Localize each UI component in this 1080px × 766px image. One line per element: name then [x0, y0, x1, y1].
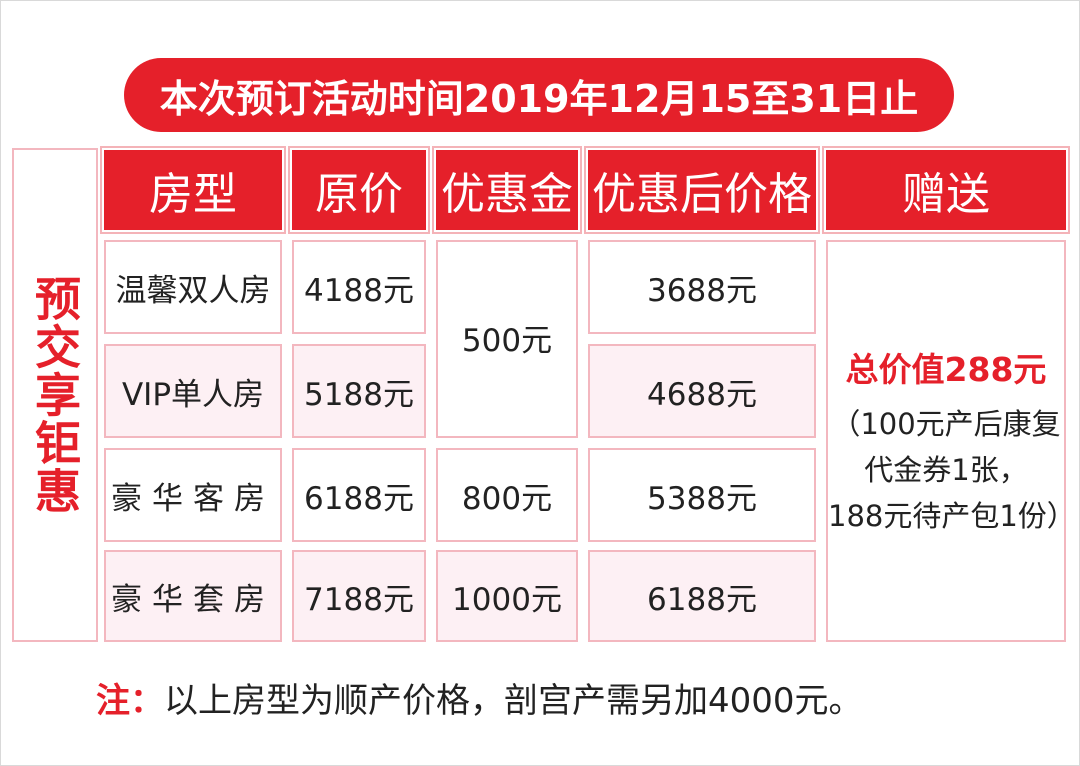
header-original-price: 原价 [288, 146, 430, 234]
promotion-banner: 本次预订活动时间2019年12月15至31日止 [124, 58, 954, 132]
header-final-price: 优惠后价格 [584, 146, 820, 234]
table-row-3-final: 5388元 [588, 448, 816, 542]
header-label: 优惠后价格 [592, 169, 812, 220]
header-label: 房型 [149, 169, 237, 220]
table-row-3-price: 6188元 [292, 448, 426, 542]
table-row-1-room: 温馨双人房 [104, 240, 282, 334]
original-price: 7188元 [304, 581, 414, 618]
gift-line: （100元产后康复 [831, 407, 1061, 441]
final-price: 3688元 [647, 272, 757, 309]
table-row-1-price: 4188元 [292, 240, 426, 334]
gift-title: 总价值288元 [845, 350, 1047, 389]
side-label: 预交享钜惠 [28, 275, 82, 515]
original-price: 6188元 [304, 480, 414, 517]
table-row-4-final: 6188元 [588, 550, 816, 642]
final-price: 5388元 [647, 480, 757, 517]
footnote-text: 以上房型为顺产价格，剖宫产需另加4000元。 [164, 680, 863, 721]
room-name: VIP单人房 [121, 376, 265, 413]
header-label: 原价 [315, 169, 403, 220]
side-label-box: 预交享钜惠 [12, 148, 98, 642]
footnote-prefix: 注： [96, 680, 164, 721]
gift-line: 代金券1张， [864, 453, 1028, 487]
table-row-3-room: 豪华客房 [104, 448, 282, 542]
table-row-2-price: 5188元 [292, 344, 426, 438]
header-gift: 赠送 [822, 146, 1070, 234]
discount-amount: 500元 [461, 322, 553, 359]
table-row-3-discount: 800元 [436, 448, 578, 542]
discount-amount: 1000元 [452, 581, 562, 618]
table-row-4-price: 7188元 [292, 550, 426, 642]
table-row-2-room: VIP单人房 [104, 344, 282, 438]
table-row-4-discount: 1000元 [436, 550, 578, 642]
header-discount: 优惠金 [432, 146, 582, 234]
table-row-4-room: 豪华套房 [104, 550, 282, 642]
gift-line: 188元待产包1份） [828, 499, 1076, 533]
original-price: 5188元 [304, 376, 414, 413]
room-name: 温馨双人房 [115, 272, 271, 309]
table-discount-merged: 500元 [436, 240, 578, 438]
table-row-1-final: 3688元 [588, 240, 816, 334]
header-label: 赠送 [902, 169, 990, 220]
final-price: 6188元 [647, 581, 757, 618]
original-price: 4188元 [304, 272, 414, 309]
footnote: 注： 以上房型为顺产价格，剖宫产需另加4000元。 [96, 672, 996, 722]
discount-amount: 800元 [461, 480, 553, 517]
room-name: 豪华套房 [111, 581, 275, 618]
table-row-2-final: 4688元 [588, 344, 816, 438]
header-label: 优惠金 [441, 169, 573, 220]
room-name: 豪华客房 [111, 480, 275, 517]
gift-cell: 总价值288元 （100元产后康复 代金券1张， 188元待产包1份） [826, 240, 1076, 642]
banner-title: 本次预订活动时间2019年12月15至31日止 [159, 76, 919, 121]
header-room-type: 房型 [100, 146, 286, 234]
final-price: 4688元 [647, 376, 757, 413]
